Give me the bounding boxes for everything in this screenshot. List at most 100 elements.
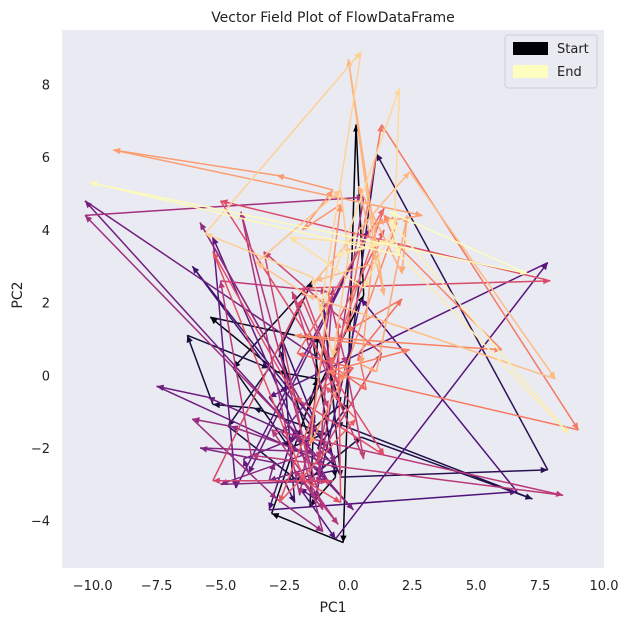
- vector-arrow-shaft: [327, 370, 579, 431]
- y-axis-label: PC2: [10, 281, 26, 308]
- vector-arrow: [330, 255, 350, 358]
- vector-arrow-head: [288, 494, 295, 503]
- vector-arrow-shaft: [340, 469, 548, 478]
- vector-arrow: [391, 222, 569, 434]
- y-tick-label: 8: [42, 79, 50, 94]
- vector-arrow: [340, 466, 548, 478]
- vector-arrow-shaft: [212, 251, 296, 398]
- vector-arrow-shaft: [240, 211, 324, 511]
- vector-arrow: [276, 498, 324, 533]
- vector-arrow-head: [356, 194, 364, 201]
- vector-arrow-head: [85, 215, 93, 223]
- vector-arrow-shaft: [345, 124, 383, 332]
- vector-arrow-shaft: [276, 498, 324, 533]
- vector-arrow-shaft: [324, 385, 357, 420]
- vector-arrow: [347, 58, 379, 263]
- vector-arrow-head: [509, 488, 518, 496]
- vector-arrow-head: [289, 436, 298, 443]
- vector-arrow: [84, 214, 298, 435]
- vector-arrow-head: [315, 524, 323, 532]
- vector-arrow-shaft: [391, 222, 569, 434]
- vector-arrow-shaft: [342, 124, 357, 543]
- vector-arrow: [191, 418, 278, 500]
- vector-arrow-head: [388, 219, 396, 227]
- vector-arrow-shaft: [342, 288, 360, 412]
- vector-arrow-shaft: [219, 200, 385, 456]
- y-tick-label: 2: [42, 297, 50, 312]
- vector-arrow-shaft: [296, 433, 324, 532]
- vector-arrow-head: [345, 368, 354, 375]
- vector-arrow-shaft: [84, 214, 298, 435]
- vector-arrow-head: [186, 335, 193, 344]
- vector-arrow-shaft: [186, 335, 214, 405]
- vector-arrow-head: [339, 374, 347, 383]
- vector-arrow-head: [540, 466, 548, 474]
- vector-arrow: [271, 512, 344, 544]
- vector-arrow-head: [269, 491, 277, 499]
- vector-arrow-head: [348, 418, 357, 427]
- vector-arrow-shaft: [235, 229, 370, 489]
- vector-arrow-head: [315, 275, 323, 282]
- vector-arrow-head: [271, 513, 280, 520]
- vector-arrow-shaft: [156, 385, 208, 398]
- vector-arrow-shaft: [271, 512, 344, 544]
- vector-arrow-shaft: [281, 338, 316, 423]
- vector-arrow-shaft: [251, 454, 564, 497]
- vector-arrow: [311, 277, 334, 358]
- vector-arrow-shaft: [388, 211, 528, 275]
- vector-arrow: [324, 367, 354, 387]
- vector-arrow-shaft: [319, 51, 362, 314]
- x-tick-label: −7.5: [141, 579, 173, 594]
- vector-arrow-shaft: [89, 181, 528, 275]
- vector-arrow-shaft: [281, 367, 334, 434]
- vector-arrow-shaft: [84, 200, 334, 369]
- vector-arrow-head: [268, 502, 275, 510]
- vector-arrow-shaft: [212, 237, 237, 489]
- legend-swatch-start: [513, 42, 548, 55]
- vector-arrow: [309, 382, 342, 445]
- vector-arrow-shaft: [314, 465, 355, 511]
- vector-arrow-head: [340, 535, 347, 543]
- vector-arrows: [84, 51, 580, 544]
- vector-arrow-head: [330, 349, 338, 358]
- vector-arrow-shaft: [263, 251, 383, 355]
- vector-arrow-head: [253, 407, 262, 414]
- vector-arrow-head: [296, 299, 303, 307]
- vector-arrow-head: [368, 365, 377, 372]
- vector-arrow-shaft: [327, 349, 410, 373]
- vector-arrow-shaft: [309, 382, 342, 445]
- x-tick-label: −5.0: [205, 579, 237, 594]
- vector-arrow-shaft: [289, 236, 380, 246]
- vector-arrow-shaft: [307, 294, 556, 380]
- vector-arrow-head: [248, 465, 255, 474]
- vector-arrow: [388, 219, 396, 227]
- vector-arrow: [297, 352, 354, 369]
- vector-arrow-head: [363, 280, 370, 289]
- vector-arrow-shaft: [376, 214, 423, 224]
- x-tick-label: 5.0: [466, 579, 487, 594]
- vector-arrow: [375, 153, 549, 471]
- vector-arrow-head: [402, 171, 410, 180]
- y-tick-label: −4: [31, 515, 50, 530]
- vector-arrow-head: [571, 422, 579, 430]
- vector-arrow: [291, 291, 329, 409]
- vector-arrow-head: [376, 218, 384, 225]
- vector-arrow: [304, 480, 342, 504]
- vector-arrow-shaft: [375, 153, 549, 471]
- vector-arrow-head: [212, 237, 219, 245]
- vector-arrow-shaft: [335, 421, 533, 500]
- vector-arrow: [376, 214, 423, 225]
- vector-arrow-shaft: [276, 174, 334, 191]
- vector-arrow-head: [192, 417, 200, 424]
- x-tick-label: 2.5: [402, 579, 423, 594]
- vector-arrow-head: [340, 404, 348, 412]
- vector-arrow-shaft: [316, 407, 329, 460]
- vector-arrow-shaft: [268, 465, 316, 482]
- y-tick-label: 6: [42, 151, 50, 166]
- vector-arrow-shaft: [278, 280, 314, 351]
- vector-arrow-head: [329, 454, 336, 463]
- vector-arrow-head: [341, 356, 348, 365]
- vector-arrow-shaft: [360, 298, 518, 493]
- chart-title: Vector Field Plot of FlowDataFrame: [211, 10, 455, 26]
